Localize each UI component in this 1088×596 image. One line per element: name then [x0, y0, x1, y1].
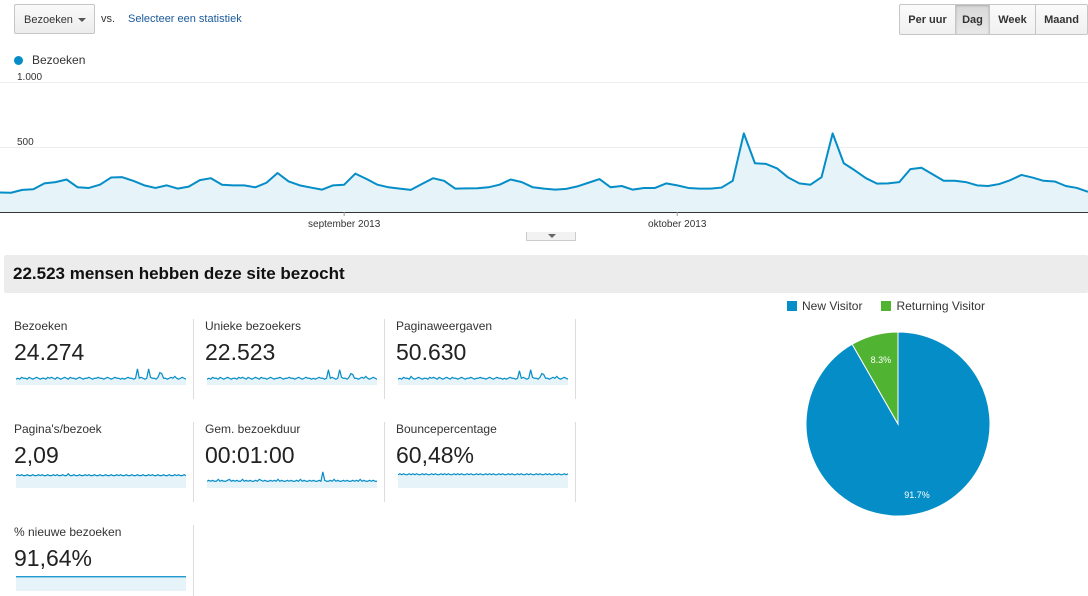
metric-tile-pageviews[interactable]: Paginaweergaven 50.630 [396, 319, 576, 399]
y-tick-label: 1.000 [17, 72, 42, 83]
metric-tile-pages-per-visit[interactable]: Pagina's/bezoek 2,09 [14, 422, 194, 502]
x-tick-label: oktober 2013 [648, 219, 707, 230]
metric-label: Unieke bezoekers [205, 319, 302, 333]
legend-swatch [787, 301, 797, 311]
sparkline-area [398, 473, 568, 488]
metric-sparkline [16, 368, 186, 385]
sparkline-area [207, 471, 377, 488]
sparkline-line [207, 471, 377, 483]
sparkline-area [16, 576, 186, 591]
metric-value: 2,09 [14, 442, 59, 468]
metric-label: Bouncepercentage [396, 422, 497, 436]
metric-sparkline [398, 369, 568, 385]
period-day-button[interactable]: Dag [956, 4, 990, 35]
chart-collapse-toggle[interactable] [526, 232, 576, 241]
caret-down-icon [548, 234, 556, 238]
chevron-down-icon [78, 18, 86, 22]
metric-label: Gem. bezoekduur [205, 422, 301, 436]
sparkline-area [16, 473, 186, 488]
metric-label: Bezoeken [14, 319, 68, 333]
sparkline-area [207, 369, 377, 385]
metric-value: 91,64% [14, 545, 93, 571]
series-line [0, 132, 1088, 194]
pie-value-label: 91.7% [904, 490, 930, 500]
chart-legend: Bezoeken [14, 53, 85, 67]
pie-value-label: 8.3% [871, 355, 892, 365]
metric-select[interactable]: Bezoeken [14, 4, 95, 34]
select-metric-link[interactable]: Selecteer een statistiek [128, 13, 242, 25]
legend-series-label: Bezoeken [32, 53, 86, 67]
sparkline-line [16, 472, 186, 477]
metric-value: 22.523 [205, 339, 276, 365]
summary-title: 22.523 mensen hebben deze site bezocht [13, 264, 345, 283]
metric-value: 24.274 [14, 339, 85, 365]
metric-label: Pagina's/bezoek [14, 422, 102, 436]
legend-label: New Visitor [802, 299, 863, 313]
metric-label: % nieuwe bezoeken [14, 525, 122, 539]
metric-sparkline [207, 369, 377, 385]
period-hourly-button[interactable]: Per uur [899, 4, 956, 35]
period-week-button[interactable]: Week [990, 4, 1036, 35]
metric-tile-unique-visitors[interactable]: Unieke bezoekers 22.523 [205, 319, 385, 399]
period-toggle: Per uur Dag Week Maand [899, 4, 1088, 35]
pie-legend: New Visitor Returning Visitor [787, 299, 1004, 313]
sparkline-area [398, 369, 568, 385]
metric-tile-new-visits[interactable]: % nieuwe bezoeken 91,64% [14, 525, 194, 596]
sparkline-line [16, 368, 186, 380]
pie-slice-new-visitor[interactable] [805, 331, 991, 517]
x-tick-label: september 2013 [308, 219, 381, 230]
metric-sparkline [16, 576, 186, 591]
metric-value: 50.630 [396, 339, 467, 365]
summary-header: 22.523 mensen hebben deze site bezocht [4, 255, 1088, 293]
sparkline-line [207, 369, 377, 380]
metric-select-label: Bezoeken [24, 14, 73, 26]
sparkline-line [398, 473, 568, 476]
sparkline-area [16, 368, 186, 385]
legend-swatch [881, 301, 892, 311]
metric-tile-avg-visit-duration[interactable]: Gem. bezoekduur 00:01:00 [205, 422, 385, 502]
metric-value: 60,48% [396, 442, 475, 468]
legend-item-new-visitor[interactable]: New Visitor [787, 299, 862, 313]
metric-sparkline [207, 471, 377, 488]
metric-sparkline [398, 473, 568, 488]
metric-tile-bounce-rate[interactable]: Bouncepercentage 60,48% [396, 422, 576, 502]
sparkline-line [398, 369, 568, 380]
series-area [0, 133, 1088, 212]
visitor-type-pie-chart[interactable]: 91.7% 8.3% [800, 326, 996, 522]
legend-label: Returning Visitor [896, 299, 985, 313]
y-tick-label: 500 [17, 137, 34, 148]
pie-slice-returning-visitor[interactable] [851, 331, 899, 426]
period-month-button[interactable]: Maand [1036, 4, 1088, 35]
metric-sparkline [16, 472, 186, 488]
metric-value: 00:01:00 [205, 442, 295, 468]
visits-line-chart[interactable]: 1.000 500 september 2013 oktober 2013 [0, 70, 1088, 240]
metric-label: Paginaweergaven [396, 319, 493, 333]
legend-item-returning-visitor[interactable]: Returning Visitor [881, 299, 985, 313]
vs-label: vs. [101, 13, 116, 25]
series-dot-icon [14, 55, 23, 65]
metric-tile-visits[interactable]: Bezoeken 24.274 [14, 319, 194, 399]
